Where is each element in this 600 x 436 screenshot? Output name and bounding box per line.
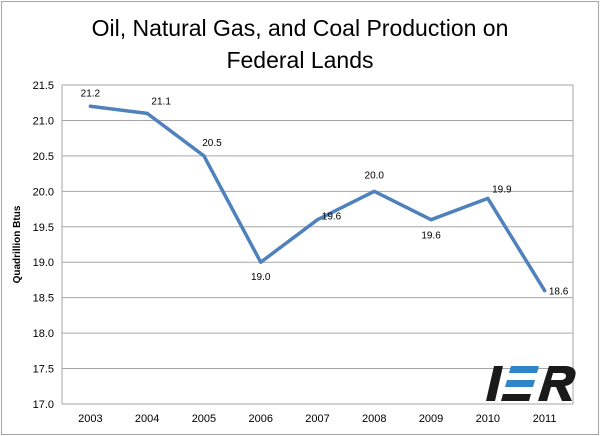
y-tick-label: 17.5	[33, 364, 54, 376]
y-tick-label: 19.0	[33, 257, 54, 269]
x-tick-label: 2007	[305, 413, 329, 425]
title-line-2: Federal Lands	[226, 47, 374, 73]
x-tick-label: 2004	[135, 413, 159, 425]
ier-logo	[486, 366, 576, 401]
data-label: 20.5	[202, 138, 222, 149]
logo-letter-i	[486, 366, 503, 401]
data-label: 20.0	[365, 170, 385, 181]
title-line-1: Oil, Natural Gas, and Coal Production on	[91, 15, 509, 41]
y-tick-label: 19.5	[33, 222, 54, 234]
x-tick-label: 2005	[192, 413, 216, 425]
logo-letter-r	[538, 366, 576, 401]
data-point	[429, 218, 433, 222]
y-axis-label: Quadrillion Btus	[12, 205, 23, 283]
x-tick-label: 2010	[476, 413, 500, 425]
data-point	[145, 111, 149, 115]
data-label: 19.6	[421, 231, 441, 242]
data-label: 19.6	[322, 212, 342, 223]
y-tick-label: 17.0	[33, 399, 54, 411]
logo-bar	[501, 394, 531, 401]
x-tick-label: 2006	[248, 413, 272, 425]
y-tick-label: 20.5	[33, 151, 54, 163]
data-label: 18.6	[549, 287, 569, 298]
data-point	[259, 260, 263, 264]
x-tick-label: 2008	[362, 413, 386, 425]
x-tick-label: 2003	[78, 413, 102, 425]
data-label: 19.9	[492, 184, 512, 195]
y-tick-label: 18.5	[33, 293, 54, 305]
y-tick-label: 18.0	[33, 328, 54, 340]
y-tick-label: 21.0	[33, 115, 54, 127]
data-label: 19.0	[251, 272, 271, 283]
data-point	[543, 289, 547, 293]
data-point	[316, 218, 319, 222]
x-tick-label: 2009	[419, 413, 443, 425]
chart-title: Oil, Natural Gas, and Coal Production on…	[0, 12, 600, 76]
data-point	[372, 189, 376, 193]
series-line	[88, 104, 547, 293]
data-point	[486, 196, 490, 200]
y-tick-label: 20.0	[33, 186, 54, 198]
logo-bar	[509, 366, 539, 373]
data-point	[202, 154, 206, 158]
data-point	[88, 104, 92, 108]
data-label: 21.2	[81, 88, 101, 99]
logo-bar	[505, 380, 535, 387]
x-tick-label: 2011	[533, 413, 557, 425]
data-label: 21.1	[151, 96, 171, 107]
y-tick-label: 21.5	[33, 80, 54, 92]
